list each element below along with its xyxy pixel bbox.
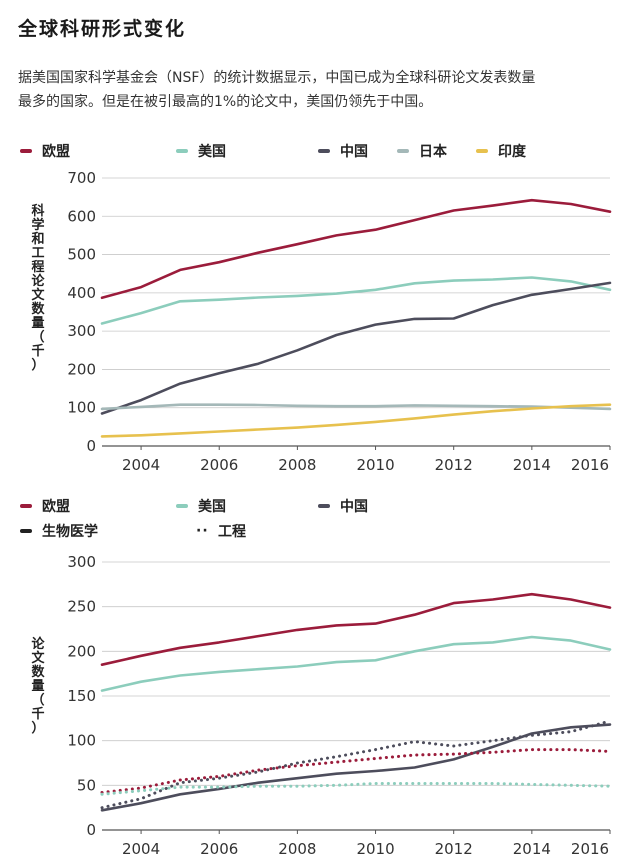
- x-tick-label: 2008: [278, 456, 316, 474]
- y-tick-label: 250: [67, 598, 96, 616]
- x-tick-label: 2014: [513, 840, 551, 858]
- x-tick-label: 2006: [200, 456, 238, 474]
- x-tick-label: 2008: [278, 840, 316, 858]
- chart2-y-tick-labels: 0 50 100 150 200 250 300: [67, 553, 96, 839]
- x-tick-label: 2010: [356, 456, 394, 474]
- chart2-y-axis-label: 论文数量（千）: [31, 636, 45, 736]
- y-tick-label: 700: [67, 169, 96, 187]
- y-tick-label: 300: [67, 322, 96, 340]
- series-line-engineering-4: [100, 782, 612, 796]
- y-tick-label: 600: [67, 207, 96, 225]
- y-tick-label: 0: [86, 437, 96, 455]
- series-line-biomed-1: [100, 635, 612, 692]
- chart2-x-tick-labels: 2004 2006 2008 2010 2012 2014 2016: [122, 840, 609, 858]
- y-tick-label: 50: [77, 776, 96, 794]
- intro-line-1: 据美国国家科学基金会（NSF）的统计数据显示，中国已成为全球科研论文发表数量: [18, 70, 536, 86]
- intro-line-2: 最多的国家。但是在被引最高的1%的论文中，美国仍领先于中国。: [18, 94, 433, 110]
- series-line-biomed-0: [100, 592, 612, 667]
- series-line-biomed-2: [100, 723, 612, 812]
- y-tick-label: 200: [67, 642, 96, 660]
- y-tick-label: 300: [67, 553, 96, 571]
- x-tick-label: 2010: [356, 840, 394, 858]
- chart1-y-axis-label: 科学和工程论文数量（千）: [31, 203, 45, 373]
- y-tick-label: 100: [67, 732, 96, 750]
- page-title: 全球科研形式变化: [18, 18, 187, 40]
- series-line-4: [100, 403, 612, 438]
- y-tick-label: 100: [67, 399, 96, 417]
- intro-text: 据美国国家科学基金会（NSF）的统计数据显示，中国已成为全球科研论文发表数量 最…: [18, 66, 618, 114]
- y-tick-label: 500: [67, 246, 96, 264]
- chart1-x-tick-labels: 2004 2006 2008 2010 2012 2014 2016: [122, 456, 609, 474]
- y-tick-label: 150: [67, 687, 96, 705]
- series-line-3: [100, 403, 612, 411]
- y-tick-label: 400: [67, 284, 96, 302]
- series-line-1: [100, 276, 612, 325]
- chart1-y-tick-labels: 0 100 200 300 400 500 600 700: [67, 169, 96, 455]
- series-line-0: [100, 198, 612, 300]
- x-tick-label: 2004: [122, 840, 160, 858]
- chart1-series: [100, 198, 612, 438]
- x-tick-label: 2012: [435, 456, 473, 474]
- y-tick-label: 200: [67, 360, 96, 378]
- x-tick-label: 2004: [122, 456, 160, 474]
- chart2-gridlines: [102, 561, 611, 834]
- series-line-2: [100, 281, 612, 415]
- x-tick-label: 2016: [571, 456, 609, 474]
- x-tick-label: 2012: [435, 840, 473, 858]
- chart2-series: [100, 592, 612, 812]
- series-line-engineering-3: [100, 748, 612, 794]
- x-tick-label: 2016: [571, 840, 609, 858]
- x-tick-label: 2006: [200, 840, 238, 858]
- series-line-engineering-5: [100, 719, 612, 810]
- x-tick-label: 2014: [513, 456, 551, 474]
- y-tick-label: 0: [86, 821, 96, 839]
